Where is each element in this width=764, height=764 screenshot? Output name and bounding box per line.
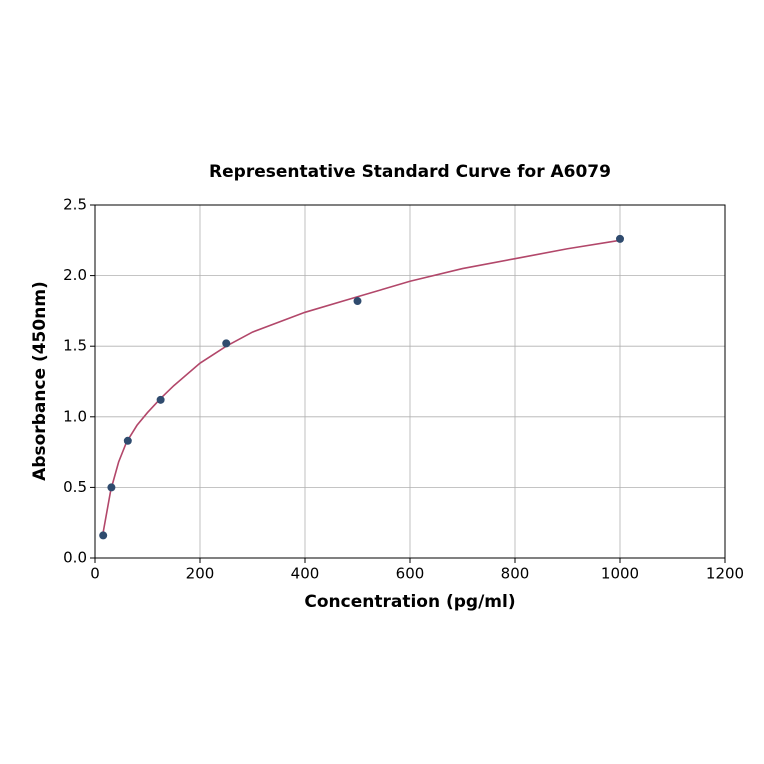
y-tick-label: 0.0 (63, 549, 87, 567)
data-point (156, 395, 165, 404)
data-point (123, 436, 132, 445)
x-tick-label: 400 (291, 565, 320, 583)
data-point (353, 297, 362, 306)
chart-title: Representative Standard Curve for A6079 (209, 162, 611, 182)
x-axis-label: Concentration (pg/ml) (304, 592, 515, 612)
y-tick-label: 0.5 (63, 478, 87, 496)
y-axis-label: Absorbance (450nm) (30, 281, 50, 481)
x-tick-label: 600 (396, 565, 425, 583)
y-tick-label: 1.0 (63, 407, 87, 425)
data-point (222, 339, 231, 348)
x-tick-label: 1200 (706, 565, 744, 583)
data-point (616, 234, 624, 243)
data-point (107, 483, 116, 492)
y-tick-label: 2.0 (63, 266, 87, 284)
data-point (99, 531, 108, 540)
x-tick-label: 200 (186, 565, 215, 583)
plot-frame (94, 204, 726, 559)
y-tick-label: 1.5 (63, 337, 87, 355)
x-tick-label: 0 (90, 565, 100, 583)
x-tick-label: 1000 (601, 565, 639, 583)
x-tick-label: 800 (501, 565, 530, 583)
y-tick-label: 2.5 (63, 196, 87, 214)
fit-curve (102, 239, 621, 535)
